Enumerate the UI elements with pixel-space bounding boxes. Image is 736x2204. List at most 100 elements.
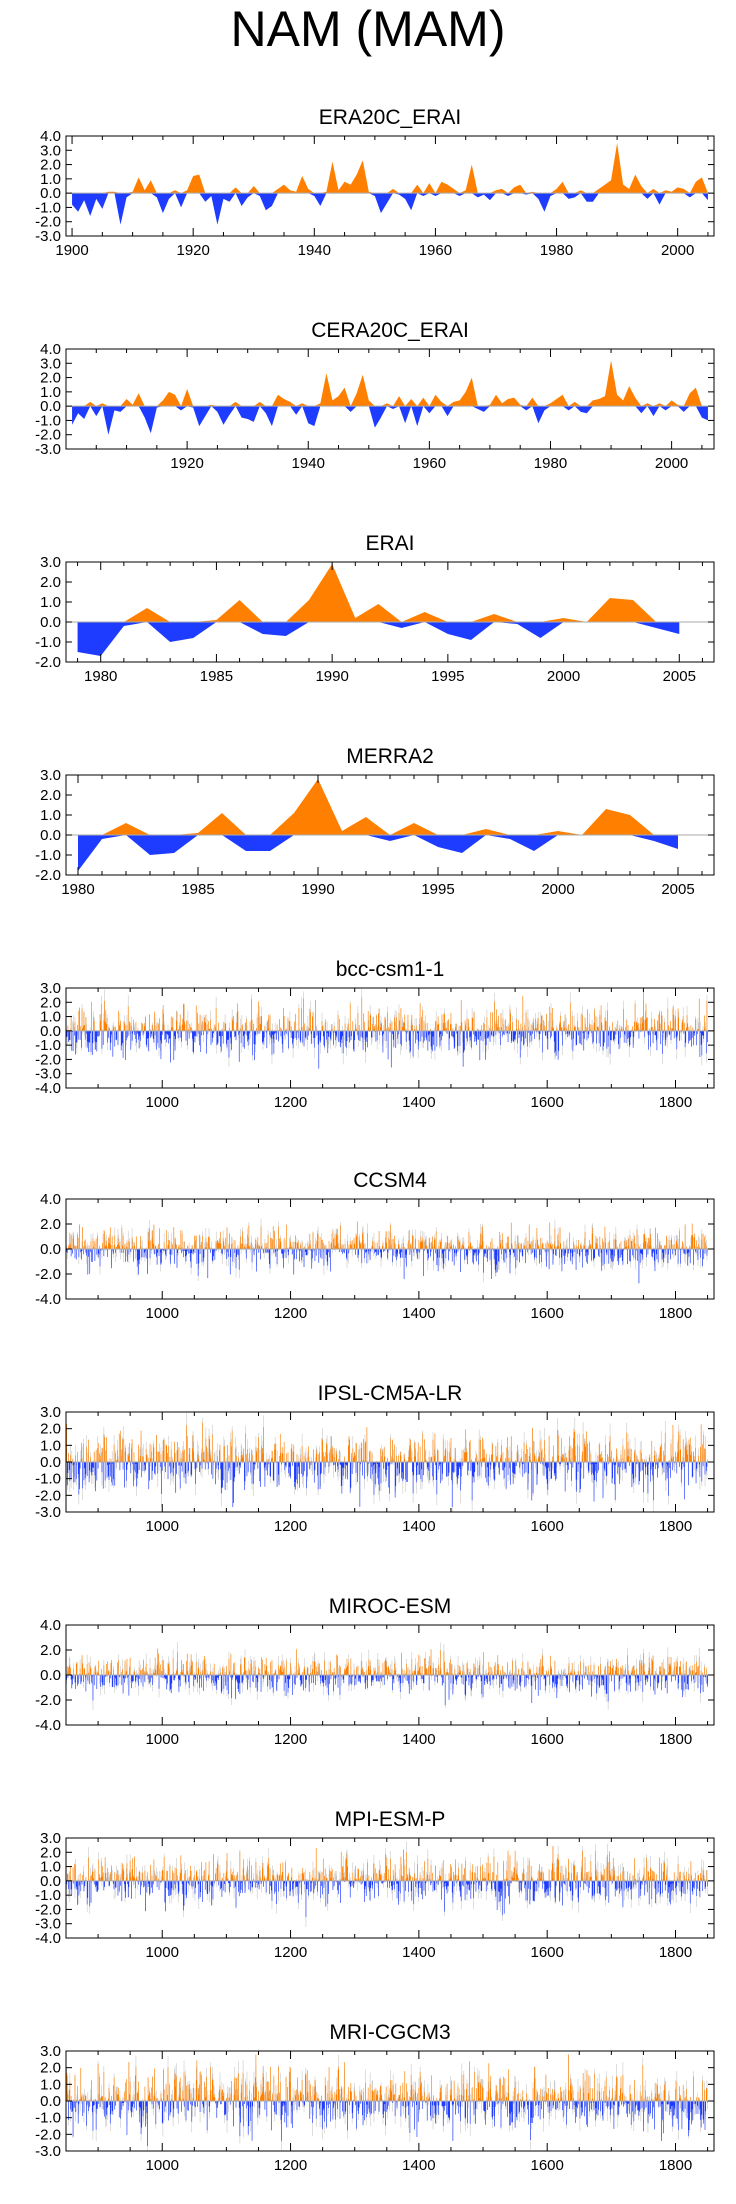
ensemble-spread (65, 1841, 708, 1928)
plot-frame (65, 348, 715, 450)
plot-frame (65, 135, 715, 237)
y-tick-label: 0.0 (40, 614, 61, 631)
x-tick-label: 1920 (176, 242, 209, 259)
x-tick-label: 1000 (146, 1305, 179, 1322)
x-tick-label: 2000 (655, 455, 688, 472)
y-tick-label: -2.0 (35, 427, 61, 444)
y-tick-label: 2.0 (40, 370, 61, 387)
y-tick-label: 1.0 (40, 807, 61, 824)
y-tick-label: 0.0 (40, 1873, 61, 1890)
y-tick-label: -4.0 (35, 1930, 61, 1947)
y-tick-label: 4.0 (40, 1617, 61, 1634)
x-tick-label: 1600 (531, 1731, 564, 1748)
panel-mri-cgcm3: MRI-CGCM3 3.02.01.00.0-1.0-2.0-3.0 1000 120… (35, 2021, 715, 2174)
x-tick-label: 1800 (659, 1944, 692, 1961)
y-tick-label: 0.0 (40, 185, 61, 202)
y-tick-label: 3.0 (40, 142, 61, 159)
y-tick-label: 3.0 (40, 2043, 61, 2060)
y-tick-label: 3.0 (40, 355, 61, 372)
y-tick-label: -4.0 (35, 1291, 61, 1308)
y-tick-label: 0.0 (40, 398, 61, 415)
x-tick-label: 1940 (298, 242, 331, 259)
y-tick-label: -2.0 (35, 1692, 61, 1709)
y-tick-label: -3.0 (35, 1066, 61, 1083)
y-tick-label: 3.0 (40, 980, 61, 997)
x-tick-label: 1900 (55, 242, 88, 259)
y-tick-label: 1.0 (40, 1009, 61, 1026)
y-tick-label: -2.0 (35, 1487, 61, 1504)
panel-title: bcc-csm1-1 (336, 958, 445, 981)
y-tick-label: 1.0 (40, 1437, 61, 1454)
y-tick-label: 0.0 (40, 1667, 61, 1684)
positive-area (77, 564, 680, 622)
plot-frame (65, 987, 715, 1089)
y-tick-label: -4.0 (35, 1080, 61, 1097)
negative-area (78, 835, 678, 871)
x-tick-label: 1980 (61, 881, 94, 898)
x-tick-label: 1980 (84, 668, 117, 685)
negative-area (72, 193, 708, 225)
y-tick-label: 1.0 (40, 1859, 61, 1876)
y-tick-label: 1.0 (40, 594, 61, 611)
y-tick-label: -1.0 (35, 634, 61, 651)
panel-bcc-csm1-1: bcc-csm1-1 3.02.01.00.0-1.0-2.0-3.0-4.0 10… (35, 958, 715, 1111)
ensemble-spread (65, 989, 708, 1067)
y-tick-label: 2.0 (40, 157, 61, 174)
x-tick-label: 1800 (659, 2157, 692, 2174)
x-tick-label: 1600 (531, 1094, 564, 1111)
negative-area (72, 406, 708, 435)
x-tick-label: 1960 (419, 242, 452, 259)
y-tick-label: -1.0 (35, 199, 61, 216)
x-tick-label: 1995 (431, 668, 464, 685)
negative-area (77, 622, 680, 656)
x-tick-label: 1995 (421, 881, 454, 898)
y-tick-label: 1.0 (40, 2076, 61, 2093)
y-tick-label: -4.0 (35, 1717, 61, 1734)
x-tick-label: 1800 (659, 1094, 692, 1111)
panel-cera20c-erai: CERA20C_ERAI 4.03.02.01.00.0-1.0-2.0-3.0 1… (35, 319, 715, 472)
x-tick-label: 1400 (402, 1944, 435, 1961)
x-tick-label: 1800 (659, 1518, 692, 1535)
x-tick-label: 1400 (402, 2157, 435, 2174)
x-tick-label: 1990 (315, 668, 348, 685)
x-tick-label: 1200 (274, 2157, 307, 2174)
y-tick-label: -3.0 (35, 1504, 61, 1521)
y-tick-label: -1.0 (35, 412, 61, 429)
x-tick-label: 1000 (146, 1518, 179, 1535)
negative-bars (66, 1675, 708, 1706)
x-tick-label: 1200 (274, 1731, 307, 1748)
plot-frame (65, 561, 715, 663)
panel-title: CCSM4 (353, 1169, 427, 1192)
x-tick-label: 1985 (181, 881, 214, 898)
y-tick-label: 4.0 (40, 341, 61, 358)
panel-title: MRI-CGCM3 (329, 2021, 450, 2044)
y-tick-label: 4.0 (40, 128, 61, 145)
y-tick-label: -2.0 (35, 214, 61, 231)
panel-miroc-esm: MIROC-ESM 4.0 2.0 0.0 -2.0 -4.0 1000 1200 1400 16… (35, 1595, 715, 1748)
panel-title: ERAI (365, 532, 414, 555)
x-tick-label: 1940 (292, 455, 325, 472)
x-tick-label: 1920 (170, 455, 203, 472)
x-tick-label: 1000 (146, 1944, 179, 1961)
y-tick-label: -2.0 (35, 1901, 61, 1918)
panel-title: CERA20C_ERAI (311, 319, 469, 342)
y-tick-label: -3.0 (35, 228, 61, 245)
positive-bars (66, 1422, 708, 1462)
x-tick-label: 2000 (541, 881, 574, 898)
x-tick-label: 1600 (531, 1944, 564, 1961)
x-tick-label: 1000 (146, 1094, 179, 1111)
y-tick-label: 2.0 (40, 2060, 61, 2077)
y-tick-label: -3.0 (35, 1916, 61, 1933)
x-tick-label: 1000 (146, 1731, 179, 1748)
y-tick-label: 2.0 (40, 1216, 61, 1233)
negative-bars (65, 1030, 708, 1069)
y-tick-label: 2.0 (40, 787, 61, 804)
y-tick-label: -1.0 (35, 1037, 61, 1054)
y-tick-label: -1.0 (35, 1471, 61, 1488)
y-tick-label: 2.0 (40, 1844, 61, 1861)
y-tick-label: 2.0 (40, 1642, 61, 1659)
y-tick-label: 4.0 (40, 1191, 61, 1208)
x-tick-label: 2000 (661, 242, 694, 259)
y-tick-label: -2.0 (35, 867, 61, 884)
